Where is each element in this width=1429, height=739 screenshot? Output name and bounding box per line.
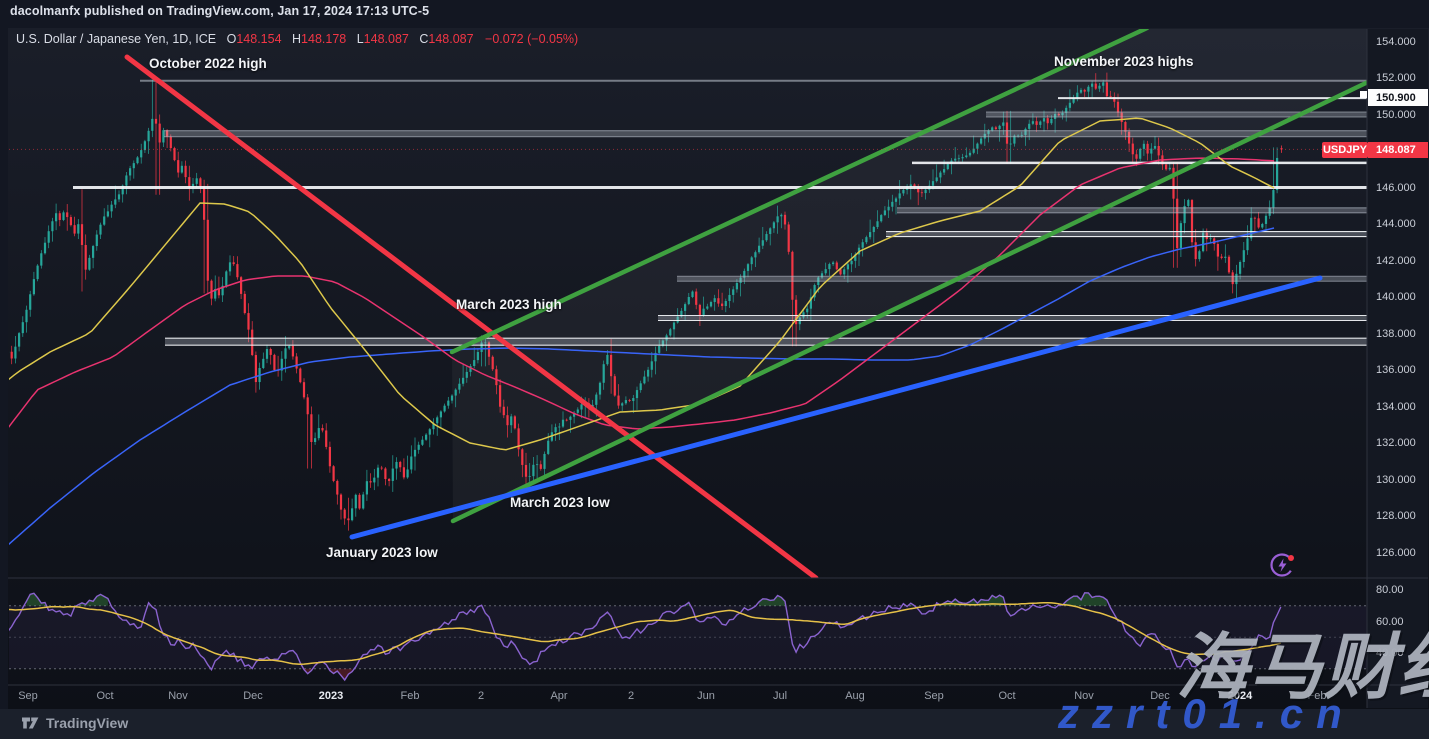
price-axis-label: 128.000	[1376, 510, 1416, 522]
publisher-text: dacolmanfx published on TradingView.com,…	[10, 4, 430, 18]
rsi-ma-line	[9, 601, 1281, 666]
channel-lower-line[interactable]	[450, 79, 1370, 524]
label-march-2023-high: March 2023 high	[456, 297, 562, 312]
symbol-title: U.S. Dollar / Japanese Yen, 1D, ICE	[16, 32, 217, 46]
level-144-75	[897, 207, 1367, 213]
blue-ma-line	[9, 227, 1275, 546]
time-axis-label: 2	[627, 690, 635, 702]
time-axis-label: Feb	[400, 690, 420, 702]
symbol-legend[interactable]: U.S. Dollar / Japanese Yen, 1D, ICE O148…	[16, 32, 578, 46]
footer-bar: TradingView	[0, 709, 1429, 739]
time-axis-label: Sep	[924, 690, 944, 702]
time-axis-label: 2024	[1227, 690, 1253, 702]
rsi-band-fill	[9, 605, 1367, 669]
rsi-zone-fill	[936, 595, 1004, 606]
label-october-2022-high: October 2022 high	[149, 56, 267, 71]
channel-upper-line[interactable]	[449, 28, 1150, 355]
rsi-axis-label: 60.00	[1376, 615, 1404, 628]
level-138-85	[658, 315, 1367, 321]
label-november-2023-highs: November 2023 highs	[1054, 54, 1194, 69]
time-axis-label: 2	[477, 690, 485, 702]
publisher-bar: dacolmanfx published on TradingView.com,…	[0, 0, 1429, 24]
level-price-badge: 150.900	[1368, 89, 1428, 106]
price-axis-label: 144.000	[1376, 218, 1416, 230]
last-price-badge: 148.087	[1368, 142, 1428, 158]
rsi-axis-label: 40.00	[1376, 647, 1404, 659]
time-axis-label: Apr	[550, 690, 568, 702]
change-value: −0.072 (−0.05%)	[485, 32, 579, 46]
candlesticks	[9, 72, 1283, 531]
price-axis-label: 138.000	[1376, 327, 1416, 340]
yellow-ma-line	[9, 117, 1275, 451]
price-levels	[73, 79, 1367, 346]
rsi-pane[interactable]	[8, 592, 1367, 682]
time-axis-label: Aug	[845, 690, 865, 702]
line-end-handle[interactable]	[1360, 91, 1367, 98]
time-axis-label: Nov	[168, 690, 188, 702]
price-axis-label: 140.000	[1376, 291, 1416, 303]
october-downtrend-line[interactable]	[124, 54, 819, 578]
chart-background	[8, 28, 1429, 709]
rsi-zone-fill	[304, 668, 312, 674]
time-axis-label: Oct	[998, 690, 1016, 702]
support-uptrend-line[interactable]	[349, 275, 1323, 540]
tradingview-logo[interactable]: TradingView	[22, 715, 128, 731]
chart-canvas[interactable]	[8, 28, 1429, 709]
price-axis-label: 136.000	[1376, 364, 1416, 376]
time-axis-label: Dec	[243, 690, 263, 702]
watermark-site: zzrt01.cn	[1058, 690, 1355, 737]
level-141	[677, 276, 1367, 282]
march-2023-high-level	[165, 338, 1367, 346]
label-january-2023-low: January 2023 low	[326, 545, 438, 560]
time-axis-label: Jun	[697, 690, 715, 702]
time-axis-label: Sep	[18, 690, 38, 702]
rsi-axis-label: 80.00	[1376, 584, 1404, 596]
ohlc-values: O148.154 H148.178 L148.087 C148.087	[226, 32, 474, 46]
tradingview-wordmark: TradingView	[46, 715, 129, 731]
tradingview-mark-icon	[22, 717, 39, 729]
price-axis-label: 142.000	[1376, 254, 1416, 267]
level-143-45	[886, 231, 1367, 237]
symbol-price-flag: USDJPY	[1322, 142, 1368, 158]
main-pane[interactable]	[8, 28, 1370, 578]
price-axis-label: 146.000	[1376, 181, 1416, 194]
time-axis-label: Oct	[96, 690, 114, 702]
price-axis-label: 126.000	[1376, 546, 1416, 559]
price-axis-label: 132.000	[1376, 437, 1416, 449]
channel-fill	[452, 29, 1367, 521]
level-150	[986, 112, 1367, 117]
label-march-2023-low: March 2023 low	[510, 495, 610, 510]
time-axis-label: Nov	[1074, 690, 1094, 702]
price-axis-label: 130.000	[1376, 473, 1416, 486]
price-axis-label: 150.000	[1376, 108, 1416, 121]
level-149	[164, 130, 1367, 137]
time-axis-label: Feb	[1307, 690, 1327, 702]
time-axis-label: 2023	[318, 690, 344, 702]
rsi-zone-fill	[1058, 592, 1107, 606]
time-axis-label: Jul	[772, 690, 788, 702]
price-axis-label: 154.000	[1376, 35, 1416, 48]
rsi-line	[9, 592, 1282, 682]
price-axis-label: 134.000	[1376, 400, 1416, 413]
watermark-cjk: 海马财经	[1176, 628, 1429, 708]
rsi-zone-fill	[78, 594, 108, 606]
time-axis-label: Dec	[1150, 690, 1170, 702]
price-axis-label: 152.000	[1376, 72, 1416, 84]
boost-lightning-icon[interactable]	[1268, 550, 1298, 580]
